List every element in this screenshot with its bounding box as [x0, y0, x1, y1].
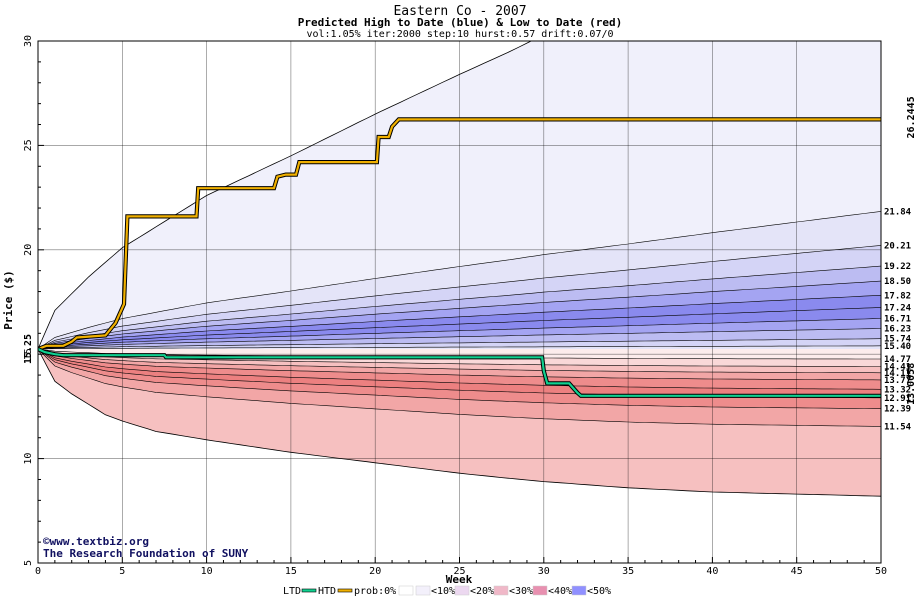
band-label-high: 15.74	[884, 335, 912, 345]
legend-ltd-swatch	[301, 588, 317, 593]
x-tick-label: 25	[453, 566, 465, 577]
x-tick-label: 35	[622, 566, 634, 577]
band-label-low: 14.41	[884, 363, 911, 373]
legend-prob-label: <30%	[509, 586, 533, 597]
band-label-high: 18.50	[884, 277, 911, 287]
legend-prob-swatch	[454, 585, 470, 596]
band-label-low: 11.54	[884, 422, 912, 432]
legend-prob-swatch	[493, 585, 509, 596]
x-tick-label: 40	[706, 566, 718, 577]
x-tick-label: 50	[875, 566, 887, 577]
band-label-high: 21.84	[884, 207, 912, 217]
series-layer	[38, 117, 881, 398]
x-tick-label: 45	[791, 566, 803, 577]
x-tick-label: 30	[538, 566, 550, 577]
y-tick-label: 5	[23, 560, 34, 566]
ltd-final-label: 13.0058	[906, 363, 917, 405]
legend-prob-label: <10%	[431, 586, 455, 597]
x-tick-label: 10	[201, 566, 213, 577]
x-axis-label: Week	[446, 573, 473, 586]
y-tick-label: 15	[23, 348, 34, 360]
band-label-high: 17.24	[884, 303, 912, 313]
low-band-area	[38, 349, 881, 373]
low-band-area	[38, 349, 881, 380]
band-label-low: 14.77	[884, 355, 911, 365]
x-tick-label: 0	[35, 566, 41, 577]
band-label-high: 16.71	[884, 314, 911, 324]
htd-line	[38, 118, 881, 351]
band-label-low: 14.11	[884, 369, 911, 379]
legend-prob-text: prob:0%	[354, 586, 396, 597]
legend-prob-label: <20%	[470, 586, 494, 597]
band-label-low: 12.39	[884, 405, 911, 415]
low-band-area	[38, 349, 881, 427]
legend-prob-label: <40%	[548, 586, 572, 597]
legend-prob-swatch	[398, 585, 414, 596]
band-labels: 21.84 20.21 19.22 18.50 17.82 17.2416.7116.23…	[884, 96, 917, 432]
y-tick-label: 20	[23, 244, 34, 256]
ltd-line	[38, 348, 881, 397]
chart-title: Eastern Co - 2007	[393, 4, 526, 19]
x-tick-label: 15	[285, 566, 297, 577]
legend-prob-swatch	[532, 585, 548, 596]
x-tick-label: 5	[119, 566, 125, 577]
legend-prob-swatch	[571, 585, 587, 596]
band-label-high: 19.22	[884, 262, 911, 272]
y-axis-label: Price ($)	[2, 270, 15, 330]
band-label-low: 13.77	[884, 376, 911, 386]
htd-final-label: 26.2445	[906, 96, 917, 138]
credit-organization: The Research Foundation of SUNY	[43, 547, 249, 560]
legend-htd-swatch	[337, 588, 353, 593]
start-price-label: 15.25	[23, 334, 34, 364]
band-label-high: 16.23	[884, 325, 911, 335]
low-band-area	[38, 349, 881, 390]
legend: LTD HTD prob:0% <10% <20% <30% <40% <50%	[283, 585, 611, 597]
legend-prob-label: <50%	[587, 586, 611, 597]
band-label-high: 20.21	[884, 241, 911, 251]
band-label-low: 13.32	[884, 385, 911, 395]
y-tick-label: 30	[23, 35, 34, 47]
band-label-high: 15.40	[884, 342, 911, 352]
chart-subtitle: Predicted High to Date (blue) & Low to D…	[298, 16, 623, 29]
y-tick-label: 25	[23, 139, 34, 151]
legend-prob-swatch	[415, 585, 431, 596]
credit-website: ©www.textbiz.org	[43, 535, 149, 548]
x-tick-label: 20	[369, 566, 381, 577]
legend-htd-text: HTD	[318, 586, 336, 597]
legend-ltd-text: LTD	[283, 586, 301, 597]
band-label-low: 12.91	[884, 394, 911, 404]
y-tick-label: 10	[23, 453, 34, 465]
chart-parameters: vol:1.05% iter:2000 step:10 hurst:0.57 d…	[306, 29, 613, 40]
band-label-high: 17.82	[884, 291, 911, 301]
